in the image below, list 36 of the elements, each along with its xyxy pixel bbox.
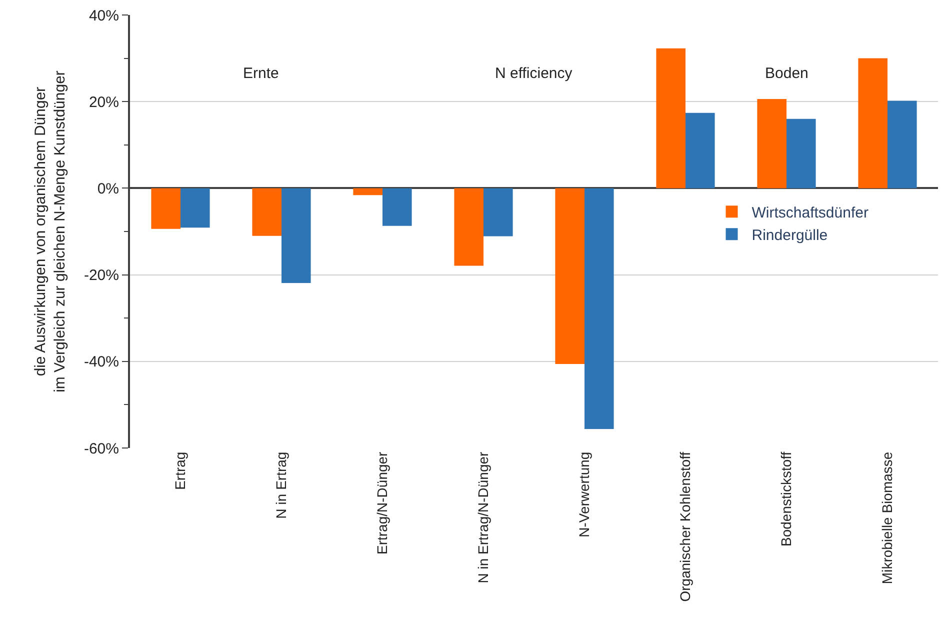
legend-label: Rindergülle xyxy=(752,226,828,244)
bar xyxy=(757,99,786,188)
x-tick-label: N-Verwertung xyxy=(576,452,592,538)
y-tick-label: 0% xyxy=(97,180,119,198)
y-axis-title: die Auswirkungen von organischem Dünger im Vergleich zur gleichen N-Menge Kunstdünger xyxy=(32,70,69,392)
x-tick-label: N in Ertrag/N-Dünger xyxy=(475,451,492,584)
x-tick-label: Ertrag xyxy=(172,452,188,490)
bar xyxy=(454,188,484,266)
bar xyxy=(252,188,282,236)
y-tick-label: -40% xyxy=(84,354,119,371)
annotation: N efficiency xyxy=(495,65,573,82)
y-tick-label: 20% xyxy=(88,94,119,111)
bar xyxy=(786,118,816,188)
bar xyxy=(555,188,584,364)
x-tick-label: Organischer Kohlenstoff xyxy=(677,452,694,602)
x-tick-label: Bodenstickstoff xyxy=(778,452,794,546)
bar xyxy=(151,188,180,229)
bar xyxy=(484,188,513,236)
y-tick-label: -20% xyxy=(84,267,119,284)
x-tick-label: Ertrag/N-Dünger xyxy=(374,451,390,555)
bar xyxy=(584,188,614,429)
bar xyxy=(353,188,382,196)
bar xyxy=(382,188,412,226)
y-tick-label: 40% xyxy=(88,7,119,24)
bar xyxy=(180,188,210,228)
bar xyxy=(686,112,715,188)
y-tick-label: -60% xyxy=(84,440,119,458)
legend-label: Wirtschaftsdünfer xyxy=(752,204,868,222)
x-tick-label: N in Ertrag xyxy=(273,452,290,519)
bar xyxy=(888,100,917,188)
annotation: Ernte xyxy=(243,65,279,82)
bar xyxy=(656,48,686,188)
bar xyxy=(858,58,888,188)
x-tick-label: Mikrobielle Biomasse xyxy=(879,452,896,584)
annotation: Boden xyxy=(765,65,808,82)
bar xyxy=(282,188,311,284)
